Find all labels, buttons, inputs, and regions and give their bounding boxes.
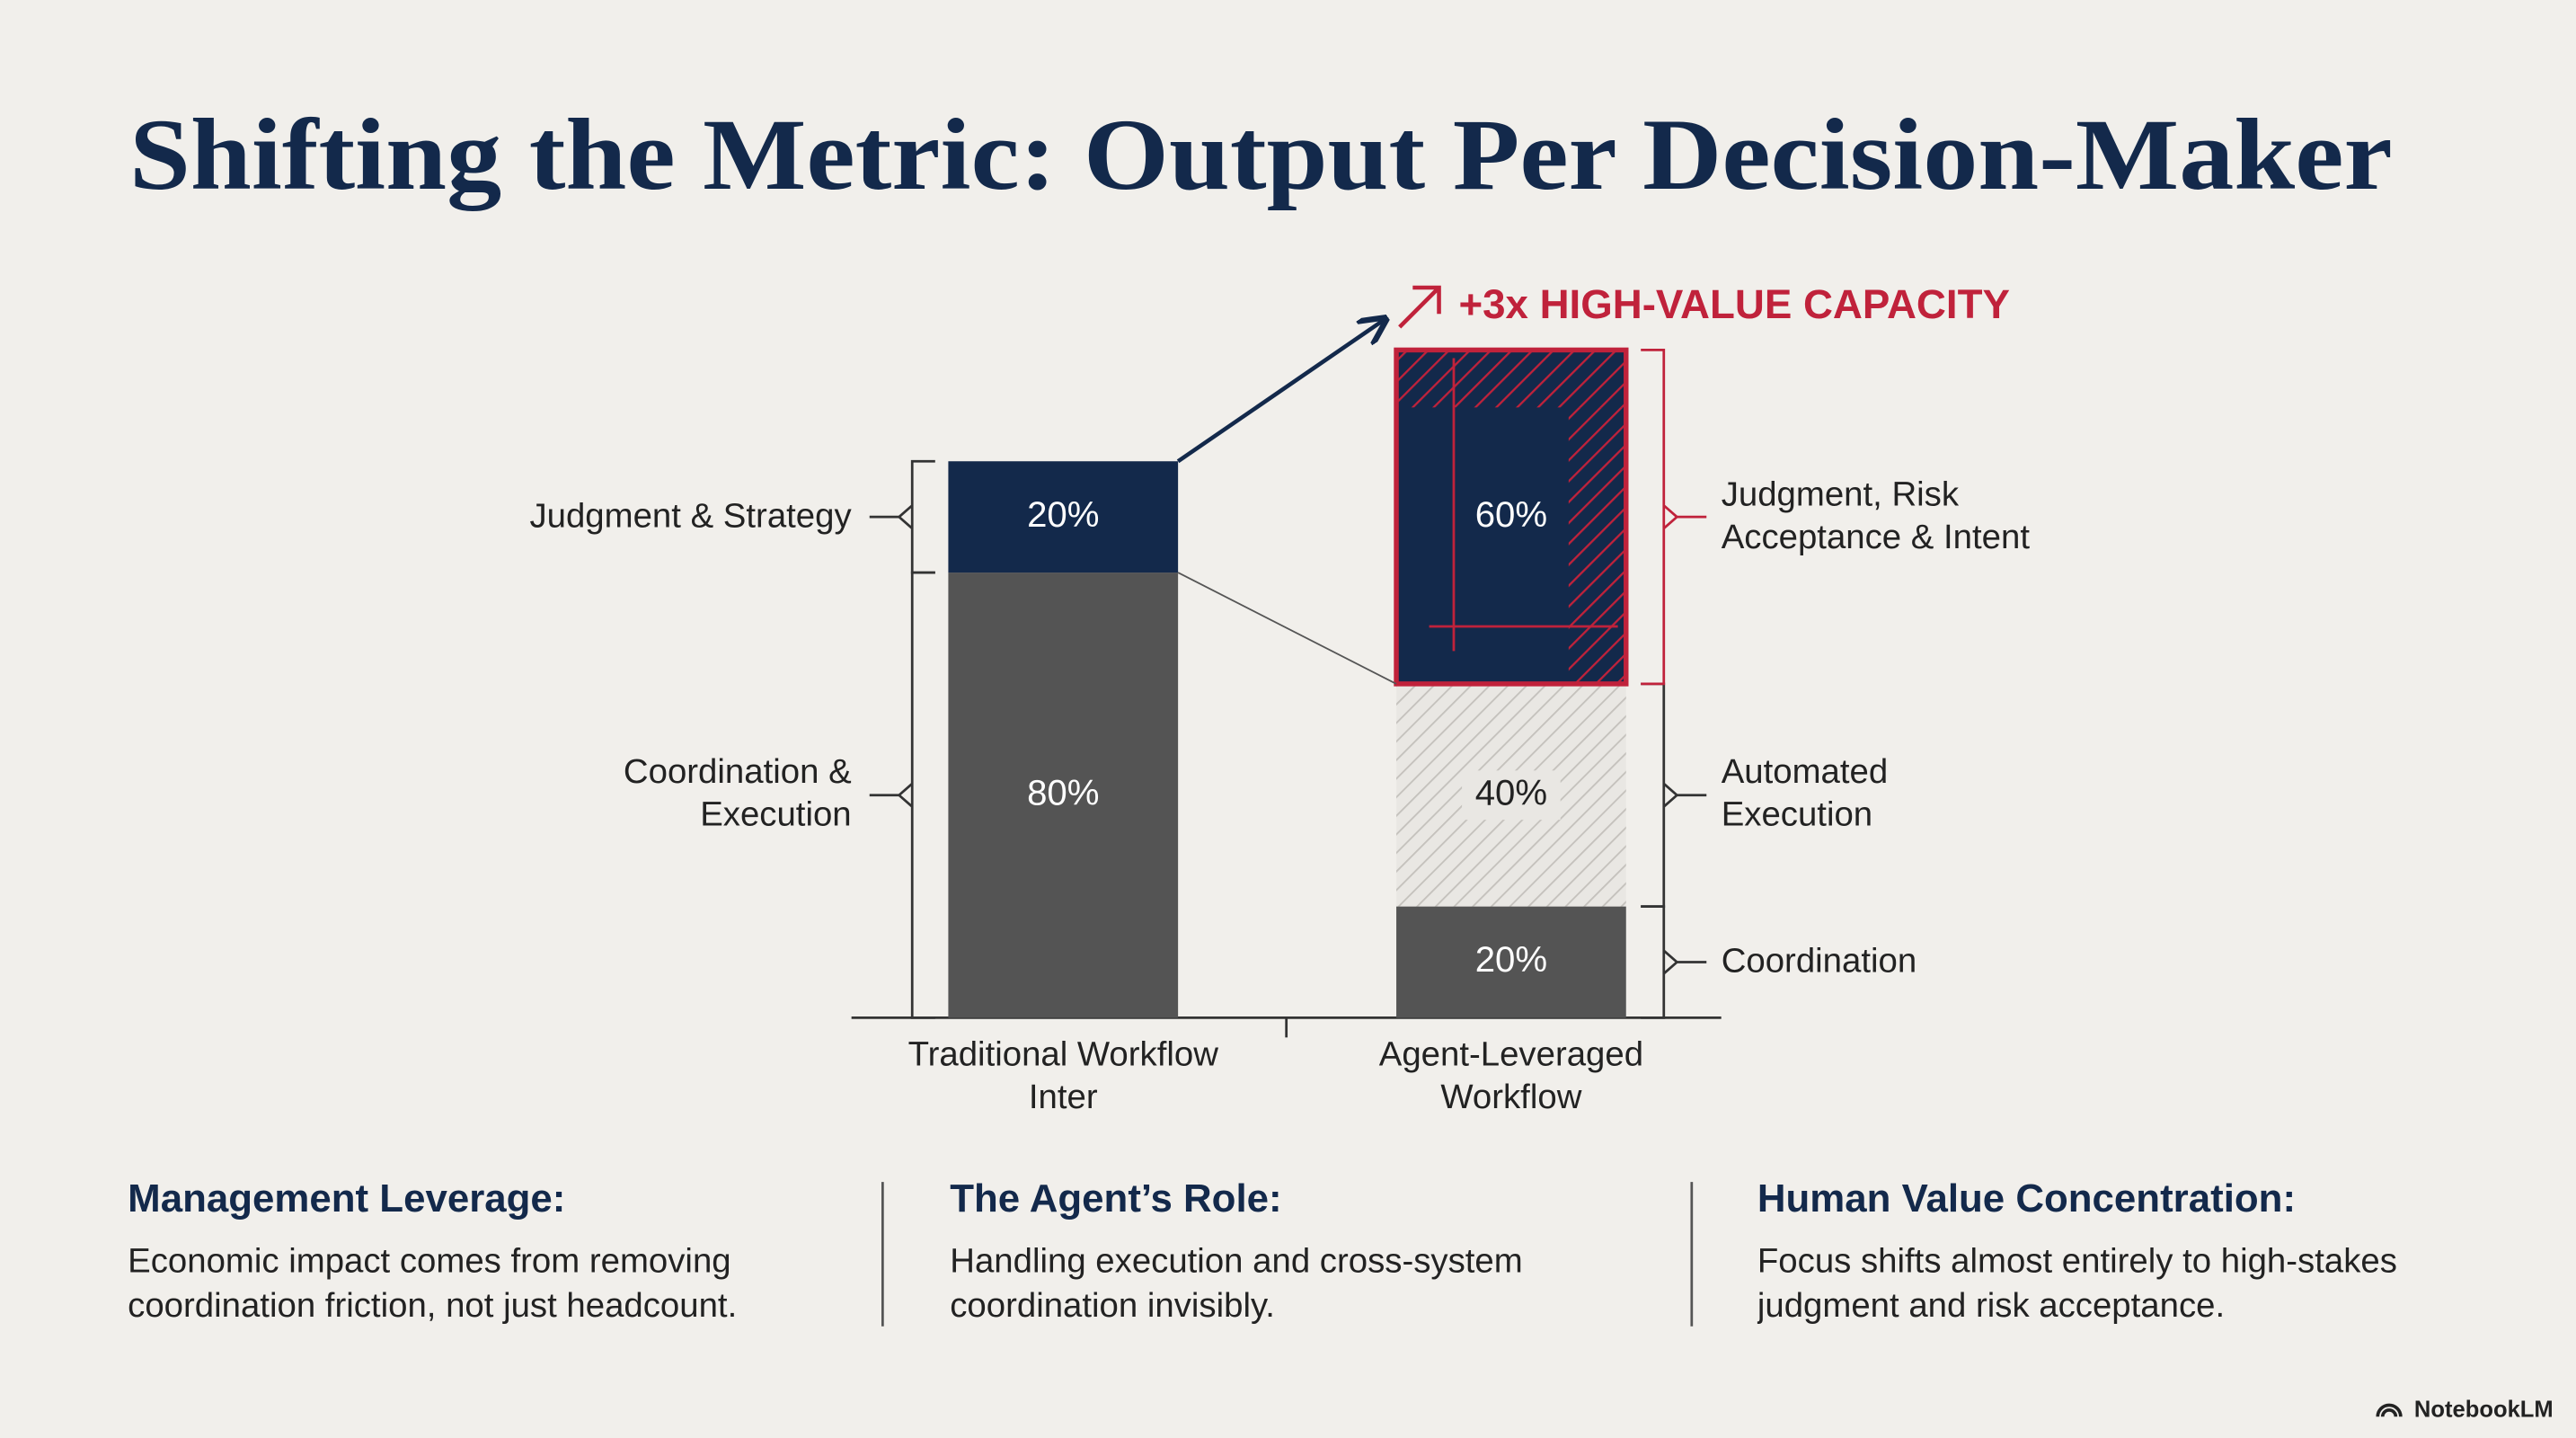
category-label: Agent-Leveraged Workflow	[1378, 1035, 1644, 1117]
segment-name-box: Coordination & Execution	[623, 754, 852, 835]
bracket	[1641, 349, 1707, 686]
segment-name-box: Judgment & Strategy	[529, 497, 852, 536]
column-heading-box: Management Leverage:	[128, 1176, 566, 1221]
column-heading-box: Human Value Concentration:	[1757, 1176, 2297, 1221]
category-label-box: Agent-Leveraged Workflow	[1378, 1035, 1644, 1117]
segment-name-box: Judgment, Risk Acceptance & Intent	[1721, 475, 2031, 556]
connector	[1177, 572, 1397, 685]
segment-name: Coordination	[1721, 942, 1917, 981]
column-text: Economic impact comes from removing coor…	[128, 1242, 738, 1325]
annotation-icon	[1398, 285, 1441, 329]
info-columns: Management Leverage: Economic impact come…	[128, 1176, 2397, 1325]
column-heading: Human Value Concentration:	[1757, 1176, 2297, 1221]
segment-name: Automated Execution	[1721, 754, 1889, 835]
slide-title: Shifting the Metric: Output Per Decision…	[129, 99, 2393, 211]
column-heading: Management Leverage:	[128, 1176, 566, 1221]
segment-label: 80%	[1027, 772, 1099, 812]
label-backing	[1462, 770, 1561, 821]
footer-icon	[2376, 1403, 2403, 1417]
hatch-overlay	[1568, 407, 1626, 684]
chart: 80% Coordination & Execution 20% Judgment &…	[529, 281, 2031, 1117]
column-text: Handling execution and cross-system coor…	[950, 1242, 1523, 1325]
annotation: +3x HIGH-VALUE CAPACITY	[1458, 281, 2009, 327]
segment-label: 20%	[1027, 494, 1099, 535]
segment-label: 40%	[1475, 772, 1547, 812]
category-label: Traditional Workflow Inter	[907, 1035, 1218, 1117]
bar-segment	[948, 573, 1179, 1018]
column-text-box: Economic impact comes from removing coor…	[128, 1242, 738, 1325]
column-text-box: Handling execution and cross-system coor…	[950, 1242, 1523, 1325]
column-heading-box: The Agent’s Role:	[950, 1176, 1282, 1221]
hatch-overlay	[1396, 350, 1626, 408]
segment-name-box: Automated Execution	[1721, 754, 1889, 835]
column-heading: The Agent’s Role:	[950, 1176, 1282, 1221]
footer-text: NotebookLM	[2414, 1397, 2554, 1422]
bar-segment	[948, 461, 1179, 573]
bracket	[869, 459, 935, 574]
segment-name: Coordination & Execution	[623, 754, 852, 835]
bar-segment	[1396, 906, 1626, 1018]
growth-arrow	[1176, 321, 1383, 464]
footer: NotebookLM	[2376, 1397, 2554, 1422]
segment-label: 20%	[1475, 939, 1547, 980]
segment-name: Judgment, Risk Acceptance & Intent	[1721, 475, 2031, 556]
category-label-box: Traditional Workflow Inter	[907, 1035, 1218, 1117]
column-text: Focus shifts almost entirely to high-sta…	[1757, 1242, 2397, 1325]
segment-label: 60%	[1475, 494, 1547, 535]
segment-name-box: Coordination	[1721, 942, 1917, 981]
segment-name: Judgment & Strategy	[529, 497, 852, 536]
column-text-box: Focus shifts almost entirely to high-sta…	[1757, 1242, 2397, 1325]
